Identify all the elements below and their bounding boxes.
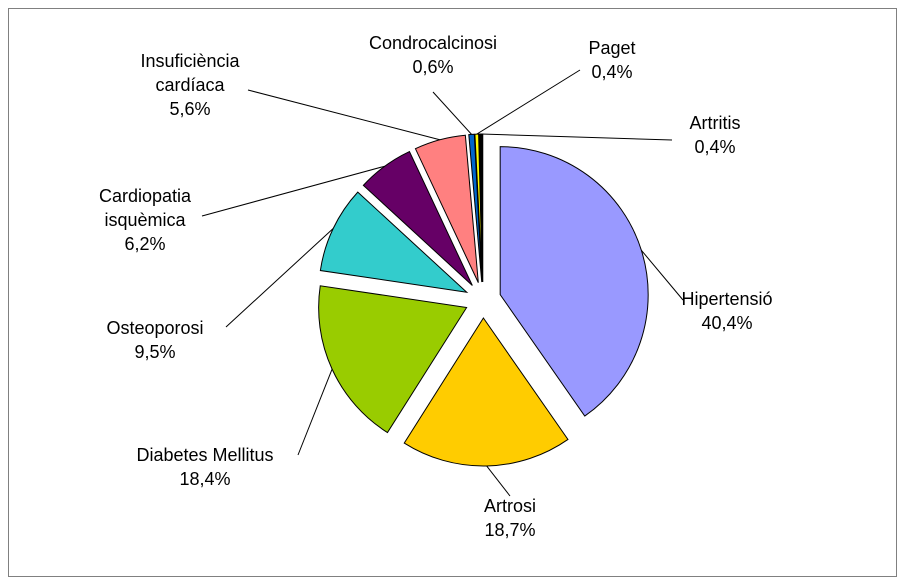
leader-line <box>640 249 684 301</box>
leader-line <box>486 465 511 497</box>
leader-line <box>476 69 581 135</box>
value-label: 6,2% <box>124 234 166 254</box>
leader-line <box>480 133 673 141</box>
category-name: Paget <box>588 38 636 58</box>
leader-line <box>201 165 385 217</box>
slice-label: Condrocalcinosi 0,6% <box>369 31 497 79</box>
value-label: 5,6% <box>169 99 211 119</box>
slice-label: Artritis 0,4% <box>690 111 741 159</box>
leader-line <box>297 368 333 456</box>
leader-line <box>225 228 334 328</box>
category-name: Condrocalcinosi <box>368 33 498 53</box>
value-label: 18,4% <box>179 469 231 489</box>
leader-line <box>247 89 440 141</box>
slice-label: Osteoporosi 9,5% <box>106 316 203 364</box>
value-label: 0,4% <box>591 62 633 82</box>
value-label: 18,7% <box>484 520 536 540</box>
value-label: 0,4% <box>694 137 736 157</box>
pie-slice <box>319 191 469 293</box>
slice-label: Hipertensió 40,4% <box>681 287 772 335</box>
value-label: 9,5% <box>134 342 176 362</box>
category-name: Hipertensió <box>681 289 773 309</box>
pie-slice <box>318 285 468 434</box>
category-name: Cardiopatia isquèmica <box>98 186 192 230</box>
slice-label: Paget 0,4% <box>588 36 635 84</box>
slice-label: Insuficiència cardíaca 5,6% <box>140 49 239 121</box>
value-label: 40,4% <box>701 313 753 333</box>
category-name: Diabetes Mellitus <box>136 445 274 465</box>
pie-slice <box>362 150 473 286</box>
chart-frame <box>8 8 897 577</box>
slice-label: Cardiopatia isquèmica 6,2% <box>99 184 191 256</box>
slice-label: Diabetes Mellitus 18,4% <box>136 443 273 491</box>
pie-slice <box>499 146 649 417</box>
slice-label: Artrosi 18,7% <box>484 494 536 542</box>
category-name: Insuficiència cardíaca <box>140 51 240 95</box>
category-name: Artrosi <box>483 496 537 516</box>
value-label: 0,6% <box>412 57 454 77</box>
category-name: Artritis <box>689 113 741 133</box>
leader-line <box>432 91 472 135</box>
category-name: Osteoporosi <box>106 318 204 338</box>
